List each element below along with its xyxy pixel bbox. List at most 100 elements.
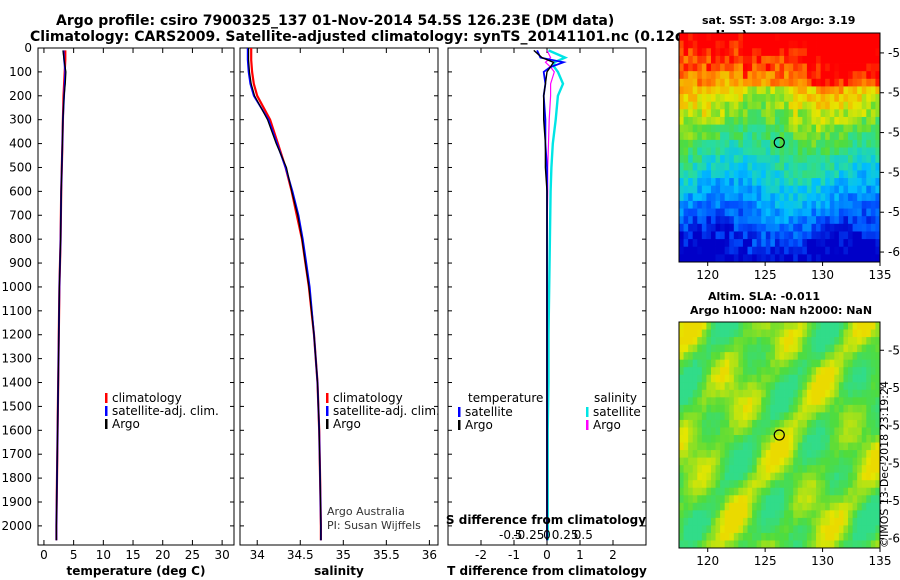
sla-map-cell (706, 337, 712, 345)
sla-map-cell (866, 344, 872, 353)
sla-map-cell (692, 502, 698, 511)
sst-map-cell (820, 231, 826, 240)
sla-map-cell (742, 419, 748, 428)
sla-map-cell (733, 450, 739, 458)
sst-map-cell (788, 193, 794, 202)
sst-map-cell (733, 231, 739, 240)
sst-map-cell (834, 109, 840, 118)
sst-map-cell (724, 48, 730, 57)
sst-map-cell (738, 63, 744, 72)
sla-map-cell (793, 495, 799, 504)
sla-map-cell (779, 367, 785, 376)
sla-map-cell (797, 465, 803, 474)
sla-map-cell (729, 389, 735, 398)
sla-map-cell (752, 404, 758, 413)
sla-map-xtick-label: 125 (754, 554, 777, 568)
sla-map-cell (820, 450, 826, 458)
sst-map-cell (701, 246, 707, 255)
sla-map-cell (729, 359, 735, 368)
sla-map-cell (683, 374, 689, 383)
sst-map-cell (742, 231, 748, 240)
sla-map-cell (843, 322, 849, 330)
sla-map-cell (866, 389, 872, 398)
sla-map-cell (679, 532, 684, 541)
sla-map-cell (710, 540, 716, 549)
sla-map-cell (706, 472, 712, 481)
sla-map-cell (857, 450, 863, 458)
sla-map-cell (811, 397, 817, 406)
sla-map-cell (806, 344, 812, 353)
sst-map-cell (729, 193, 735, 202)
sla-map-cell (838, 359, 844, 368)
sla-map-cell (857, 382, 863, 391)
sla-map-cell (724, 450, 730, 458)
sst-map-cell (733, 78, 739, 87)
sst-map-cell (866, 155, 872, 164)
sst-map-cell (784, 254, 790, 263)
sla-map-cell (829, 397, 835, 406)
sst-map-cell (843, 48, 849, 57)
sla-map-cell (838, 442, 844, 451)
sla-map-cell (784, 367, 790, 376)
diff-s-tick-label: 0.5 (574, 528, 593, 542)
diff-s-tick-label: -0.25 (513, 528, 544, 542)
sla-map-cell (765, 322, 771, 330)
sst-map-cell (870, 170, 876, 179)
sst-map-cell (724, 155, 730, 164)
sst-map-cell (825, 223, 831, 232)
sla-map-cell (875, 367, 881, 376)
sst-map-frame (678, 32, 881, 263)
sst-map-cell (710, 254, 716, 263)
sst-map-cell (834, 116, 840, 125)
sst-map-cell (788, 94, 794, 103)
sst-map-cell (683, 155, 689, 164)
sla-map-cell (724, 457, 730, 466)
sst-map-cell (710, 48, 716, 57)
sst-map-cell (701, 109, 707, 118)
sst-map-cell (752, 101, 758, 110)
sla-map-cell (843, 487, 849, 496)
sst-map-cell (802, 178, 808, 187)
sst-map-cell (852, 101, 858, 110)
sst-map-cell (820, 116, 826, 125)
sla-map-cell (738, 344, 744, 353)
sla-map-cell (806, 427, 812, 436)
sst-map-cell (870, 94, 876, 103)
sst-map-cell (875, 40, 881, 49)
sst-map-cell (679, 193, 684, 202)
sla-map-cell (715, 517, 721, 526)
sla-map-cell (843, 389, 849, 398)
sla-map-cell (843, 344, 849, 353)
sst-map-cell (825, 139, 831, 148)
sst-map-cell (861, 139, 867, 148)
sst-map-cell (848, 155, 853, 164)
sla-map-cell (802, 344, 808, 353)
sst-map-cell (797, 170, 803, 179)
sst-map-cell (779, 109, 785, 118)
sst-map-cell (742, 155, 748, 164)
sst-map-cell (701, 208, 707, 217)
diff-salinity-legend-item: satellite (593, 405, 641, 419)
sla-map-cell (752, 397, 758, 406)
sla-map-cell (793, 374, 799, 383)
sla-map-cell (820, 427, 826, 436)
sst-map-cell (825, 33, 831, 42)
sst-map-cell (870, 216, 876, 225)
sst-map-cell (843, 147, 849, 156)
sla-map-cell (692, 540, 698, 549)
sla-map-cell (688, 540, 694, 549)
sla-map-cell (761, 382, 767, 391)
sla-map-cell (793, 389, 799, 398)
sla-map-cell (701, 480, 707, 489)
sla-map-cell (710, 412, 716, 421)
sst-map-cell (688, 239, 694, 248)
sst-map-cell (848, 223, 853, 232)
sla-map-cell (848, 435, 853, 443)
sla-map-cell (738, 374, 744, 383)
sst-map-cell (710, 170, 716, 179)
sla-map-cell (720, 450, 726, 458)
sla-map-cell (806, 367, 812, 376)
sla-map-cell (733, 367, 739, 376)
sla-map-cell (829, 329, 835, 338)
sst-map-cell (733, 109, 739, 118)
